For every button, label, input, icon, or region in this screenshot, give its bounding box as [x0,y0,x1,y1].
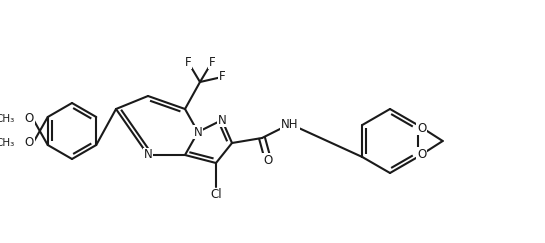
Text: O: O [263,154,272,166]
Text: Cl: Cl [210,189,222,201]
Text: O: O [25,137,34,149]
Text: NH: NH [281,118,299,130]
Text: O: O [417,122,426,134]
Text: F: F [185,55,191,69]
Text: N: N [193,125,202,139]
Text: CH₃: CH₃ [0,114,15,124]
Text: F: F [209,55,215,69]
Text: N: N [217,113,226,127]
Text: CH₃: CH₃ [0,138,15,148]
Text: O: O [417,148,426,160]
Text: F: F [219,70,225,84]
Text: N: N [144,148,153,162]
Text: O: O [25,113,34,125]
